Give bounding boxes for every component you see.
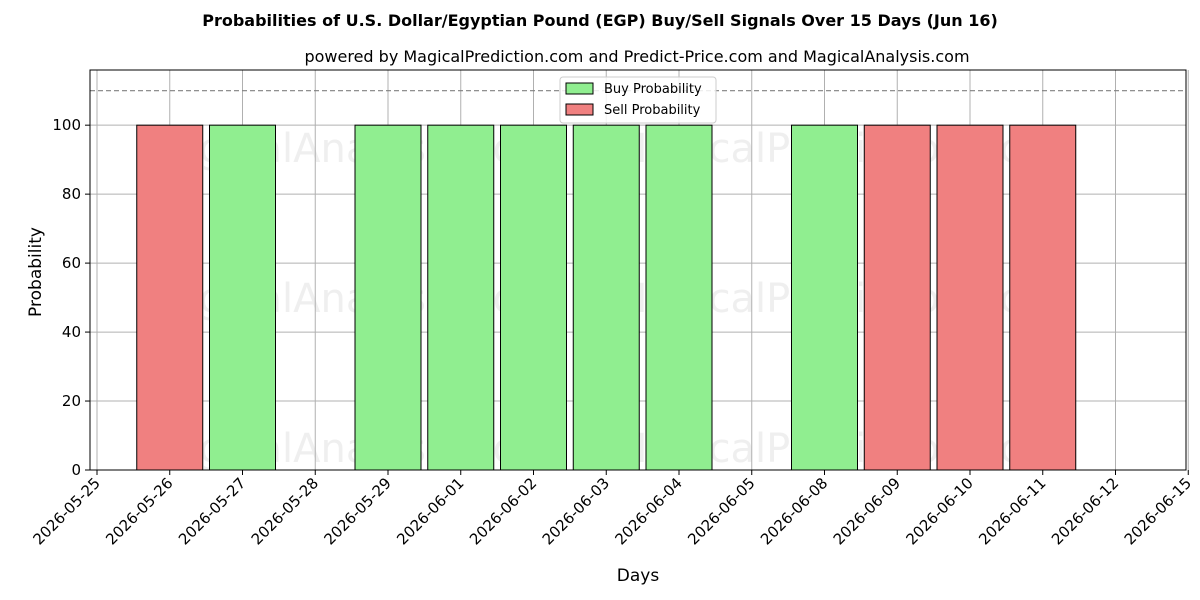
x-tick-label: 2026-06-01 bbox=[393, 474, 467, 548]
y-tick-label: 80 bbox=[62, 185, 81, 203]
x-tick-label: 2026-05-29 bbox=[320, 474, 394, 548]
y-tick-label: 60 bbox=[62, 254, 81, 272]
x-tick-label: 2026-06-08 bbox=[757, 474, 831, 548]
sell-bar bbox=[1009, 124, 1077, 471]
y-tick-label: 20 bbox=[62, 392, 81, 410]
x-tick-label: 2026-05-25 bbox=[29, 474, 103, 548]
x-tick-label: 2026-06-09 bbox=[830, 474, 904, 548]
axes-layer bbox=[89, 69, 1187, 471]
buy-bar bbox=[500, 124, 567, 471]
legend-box bbox=[559, 76, 717, 124]
x-tick-label: 2026-06-05 bbox=[684, 474, 758, 548]
x-tick-label: 2026-05-28 bbox=[248, 474, 322, 548]
buy-bar bbox=[209, 124, 276, 471]
buy-bar bbox=[427, 124, 495, 471]
chart-title: Probabilities of U.S. Dollar/Egyptian Po… bbox=[202, 11, 998, 30]
buy-bar bbox=[354, 124, 422, 471]
buy-bar bbox=[572, 124, 640, 471]
plot-frame bbox=[89, 69, 1187, 471]
x-tick-label: 2026-06-03 bbox=[539, 474, 613, 548]
x-tick-label: 2026-06-15 bbox=[1121, 474, 1195, 548]
sell-bar bbox=[936, 124, 1004, 471]
y-tick-label: 40 bbox=[62, 323, 81, 341]
x-tick-label: 2026-06-04 bbox=[611, 474, 685, 548]
legend-buy-swatch bbox=[565, 82, 594, 95]
x-tick-label: 2026-05-27 bbox=[175, 474, 249, 548]
legend: Buy Probability Sell Probability bbox=[559, 76, 717, 124]
x-tick-label: 2026-06-12 bbox=[1048, 474, 1122, 548]
y-tick-label: 0 bbox=[71, 461, 81, 479]
y-tick-label: 100 bbox=[52, 116, 81, 134]
x-tick-label: 2026-06-10 bbox=[902, 474, 976, 548]
x-axis-label: Days bbox=[617, 566, 660, 586]
bars-layer bbox=[136, 124, 1077, 471]
x-tick-label: 2026-06-02 bbox=[466, 474, 540, 548]
x-tick-label: 2026-06-11 bbox=[975, 474, 1049, 548]
legend-sell-label: Sell Probability bbox=[604, 103, 701, 118]
sell-bar bbox=[863, 124, 931, 471]
y-axis-label: Probability bbox=[26, 227, 46, 317]
buy-bar bbox=[645, 124, 713, 471]
chart-subtitle: powered by MagicalPrediction.com and Pre… bbox=[304, 47, 969, 66]
legend-sell-swatch bbox=[565, 103, 594, 116]
legend-buy-label: Buy Probability bbox=[604, 82, 702, 97]
buy-bar bbox=[791, 124, 858, 471]
sell-bar bbox=[136, 124, 204, 471]
x-tick-label: 2026-05-26 bbox=[102, 474, 176, 548]
